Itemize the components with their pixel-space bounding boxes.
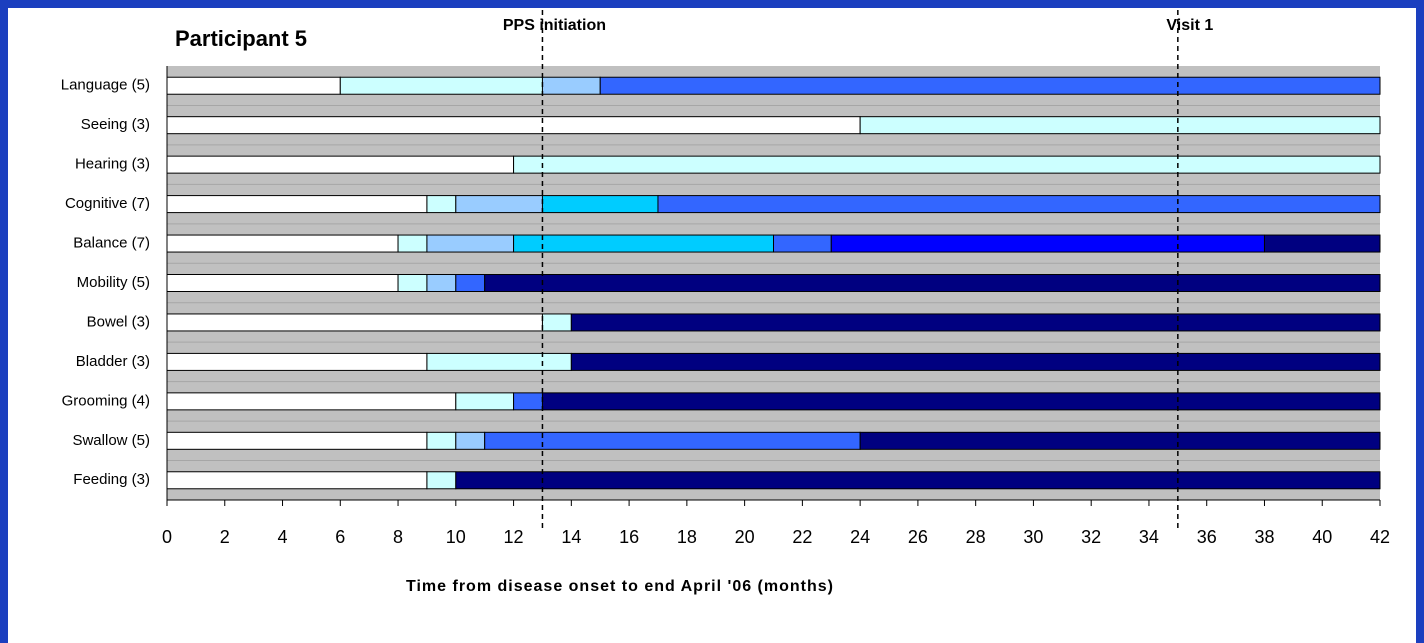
bar-segment xyxy=(166,274,399,292)
x-tick-label: 14 xyxy=(561,527,581,547)
row-label: Hearing (3) xyxy=(75,156,150,173)
bar-segment xyxy=(455,195,543,214)
row-label: Bladder (3) xyxy=(76,353,150,370)
bar-segment xyxy=(513,155,1381,174)
row-label: Grooming (4) xyxy=(62,392,150,409)
x-tick-label: 2 xyxy=(220,527,230,547)
bar-segment xyxy=(166,116,861,135)
row-label: Balance (7) xyxy=(73,235,150,252)
x-tick-label: 20 xyxy=(735,527,755,547)
chart-title: Participant 5 xyxy=(175,26,307,51)
x-tick-label: 22 xyxy=(792,527,812,547)
x-tick-label: 12 xyxy=(504,527,524,547)
row-label: Language (5) xyxy=(61,77,150,94)
x-tick-label: 18 xyxy=(677,527,697,547)
bar-segment xyxy=(166,392,457,411)
bar-segment xyxy=(397,234,428,253)
bar-segment xyxy=(830,234,1265,253)
x-tick-label: 40 xyxy=(1312,527,1332,547)
bar-segment xyxy=(166,431,428,450)
bar-segment xyxy=(513,234,774,253)
bar-segment xyxy=(426,431,457,450)
x-tick-label: 24 xyxy=(850,527,870,547)
bar-segment xyxy=(570,313,1381,332)
bar-segment xyxy=(166,313,543,332)
x-tick-label: 34 xyxy=(1139,527,1159,547)
bar-segment xyxy=(455,274,486,292)
bar-segment xyxy=(166,195,428,214)
bar-segment xyxy=(455,431,486,450)
x-tick-label: 8 xyxy=(393,527,403,547)
x-tick-label: 36 xyxy=(1197,527,1217,547)
bar-segment xyxy=(541,195,659,214)
bar-segment xyxy=(513,392,543,411)
bar-segment xyxy=(541,392,1381,411)
row-label: Seeing (3) xyxy=(81,116,150,133)
bar-segment xyxy=(599,76,1381,95)
x-tick-label: 30 xyxy=(1023,527,1043,547)
row-label: Mobility (5) xyxy=(77,274,150,291)
bar-segment xyxy=(166,471,428,490)
bar-segment xyxy=(455,392,515,411)
row-label: Cognitive (7) xyxy=(65,195,150,212)
bar-segment xyxy=(397,274,428,292)
bar-segment xyxy=(455,471,1381,490)
bar-segment xyxy=(541,313,572,332)
bar-segment xyxy=(484,431,861,450)
bar-segment xyxy=(426,274,457,292)
bar-segment xyxy=(1263,234,1381,253)
x-tick-label: 38 xyxy=(1254,527,1274,547)
bar-segment xyxy=(570,352,1381,371)
bar-segment xyxy=(773,234,832,253)
bar-segment xyxy=(166,234,399,253)
bar-segment xyxy=(166,155,515,174)
bar-segment xyxy=(426,352,572,371)
x-tick-label: 6 xyxy=(335,527,345,547)
bar-segment xyxy=(166,352,428,371)
row-label: Feeding (3) xyxy=(73,471,150,488)
x-tick-label: 42 xyxy=(1370,527,1390,547)
bar-segment xyxy=(426,471,457,490)
x-tick-label: 28 xyxy=(966,527,986,547)
annotation: PPS initiation xyxy=(503,17,606,34)
x-tick-label: 4 xyxy=(278,527,288,547)
bar-segment xyxy=(426,234,515,253)
bar-segment xyxy=(484,274,1381,292)
row-label: Swallow (5) xyxy=(72,432,150,449)
bar-segment xyxy=(541,76,601,95)
x-tick-label: 16 xyxy=(619,527,639,547)
bar-segment xyxy=(859,116,1381,135)
x-tick-label: 26 xyxy=(908,527,928,547)
x-tick-label: 10 xyxy=(446,527,466,547)
annotation: Visit 1 xyxy=(1166,17,1213,34)
x-axis-label: Time from disease onset to end April '06… xyxy=(406,578,834,595)
bar-segment xyxy=(657,195,1381,214)
bar-segment xyxy=(859,431,1381,450)
row-label: Bowel (3) xyxy=(87,313,150,330)
x-tick-label: 32 xyxy=(1081,527,1101,547)
bar-segment xyxy=(339,76,543,95)
bar-segment xyxy=(426,195,457,214)
x-tick-label: 0 xyxy=(162,527,172,547)
bar-segment xyxy=(166,76,341,95)
